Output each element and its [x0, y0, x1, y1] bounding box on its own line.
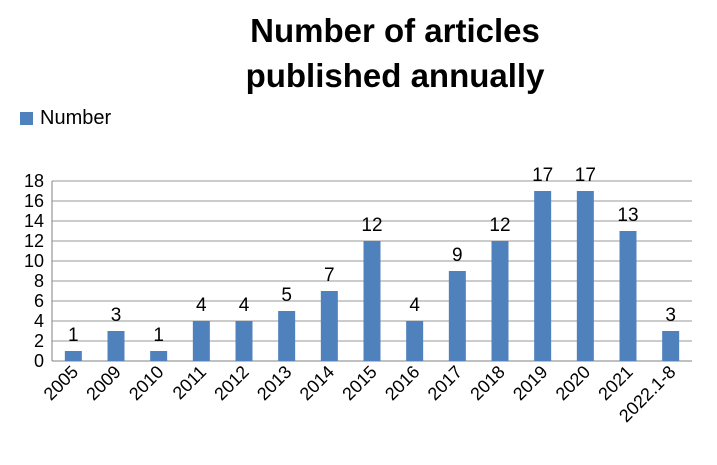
data-label: 5: [281, 285, 292, 306]
x-tick-label: 2019: [509, 362, 551, 404]
bar: [619, 231, 637, 361]
chart-title-line-1: Number of articles: [250, 12, 540, 49]
data-label: 17: [532, 165, 553, 186]
y-tick-label: 4: [34, 311, 44, 331]
bar: [278, 311, 296, 361]
bar: [448, 271, 466, 361]
y-tick-label: 18: [24, 171, 44, 191]
data-label: 4: [409, 295, 420, 316]
x-tick-label: 2010: [125, 362, 167, 404]
bar: [534, 191, 552, 361]
bar: [192, 321, 210, 361]
x-tick-label: 2017: [424, 362, 466, 404]
bar: [576, 191, 594, 361]
data-label: 12: [489, 215, 510, 236]
data-label: 17: [575, 165, 596, 186]
data-label: 13: [617, 205, 638, 226]
x-tick-label: 2009: [82, 362, 124, 404]
legend-swatch: [20, 111, 33, 125]
y-tick-label: 10: [24, 251, 44, 271]
y-tick-label: 2: [34, 331, 44, 351]
x-tick-label: 2018: [466, 362, 508, 404]
y-tick-label: 6: [34, 291, 44, 311]
y-tick-label: 16: [24, 191, 44, 211]
bar: [150, 351, 168, 361]
y-tick-label: 12: [24, 231, 44, 251]
x-tick-label: 2014: [296, 362, 338, 404]
bar: [107, 331, 125, 361]
data-label: 7: [324, 265, 335, 286]
y-tick-label: 0: [34, 351, 44, 371]
x-tick-label: 2011: [169, 362, 211, 404]
chart-title-line-2: published annually: [245, 57, 545, 94]
bar: [662, 331, 680, 361]
chart-title: Number of articles published annually: [150, 8, 640, 98]
bar: [363, 241, 381, 361]
data-label: 9: [452, 245, 463, 266]
bar: [235, 321, 253, 361]
y-tick-label: 14: [24, 211, 44, 231]
data-label: 12: [361, 215, 382, 236]
chart-legend: Number: [20, 106, 111, 130]
data-label: 1: [153, 325, 164, 346]
x-tick-label: 2015: [338, 362, 380, 404]
x-tick-label: 2005: [40, 362, 82, 404]
bar: [320, 291, 338, 361]
x-tick-label: 2013: [253, 362, 295, 404]
bar: [406, 321, 424, 361]
data-label: 1: [68, 325, 79, 346]
bar: [491, 241, 509, 361]
x-tick-label: 2012: [210, 362, 252, 404]
x-tick-label: 2020: [552, 362, 594, 404]
data-label: 4: [196, 295, 207, 316]
legend-label: Number: [40, 106, 112, 129]
data-label: 3: [111, 305, 122, 326]
y-tick-label: 8: [34, 271, 44, 291]
x-tick-label: 2016: [381, 362, 423, 404]
data-label: 4: [239, 295, 250, 316]
data-label: 3: [665, 305, 676, 326]
bar: [64, 351, 82, 361]
